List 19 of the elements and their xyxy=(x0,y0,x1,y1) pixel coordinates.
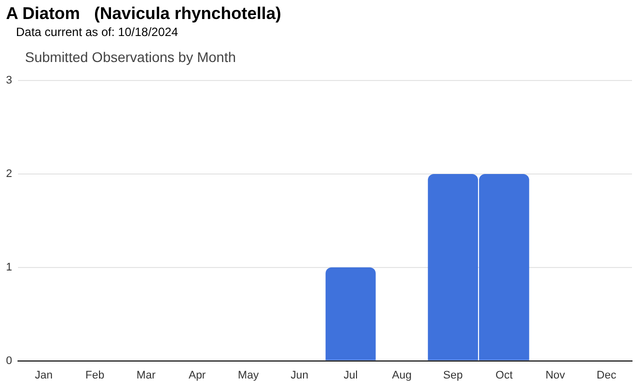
y-tick-label: 2 xyxy=(6,168,12,180)
x-tick-label: Feb xyxy=(85,369,104,382)
chart-subtitle: Data current as of: 10/18/2024 xyxy=(16,25,178,39)
y-tick-label: 3 xyxy=(6,74,12,87)
x-tick-label: Sep xyxy=(443,369,463,382)
y-tick-label: 1 xyxy=(6,261,12,274)
x-tick-label: Aug xyxy=(392,369,412,382)
chart-title: A Diatom (Navicula rhynchotella) xyxy=(6,4,282,24)
x-tick-label: Jul xyxy=(344,369,358,382)
x-tick-label: Jan xyxy=(34,369,53,382)
x-tick-label: Dec xyxy=(596,369,617,382)
x-tick-label: Mar xyxy=(136,369,156,382)
y-tick-label: 0 xyxy=(6,354,12,367)
text: Submitted Observations by Month xyxy=(25,49,236,65)
x-tick-label: Nov xyxy=(545,369,566,382)
x-tick-label: May xyxy=(238,369,260,382)
x-tick-label: Jun xyxy=(290,369,308,382)
x-tick-label: Apr xyxy=(188,369,206,382)
x-tick-label: Oct xyxy=(496,369,513,382)
